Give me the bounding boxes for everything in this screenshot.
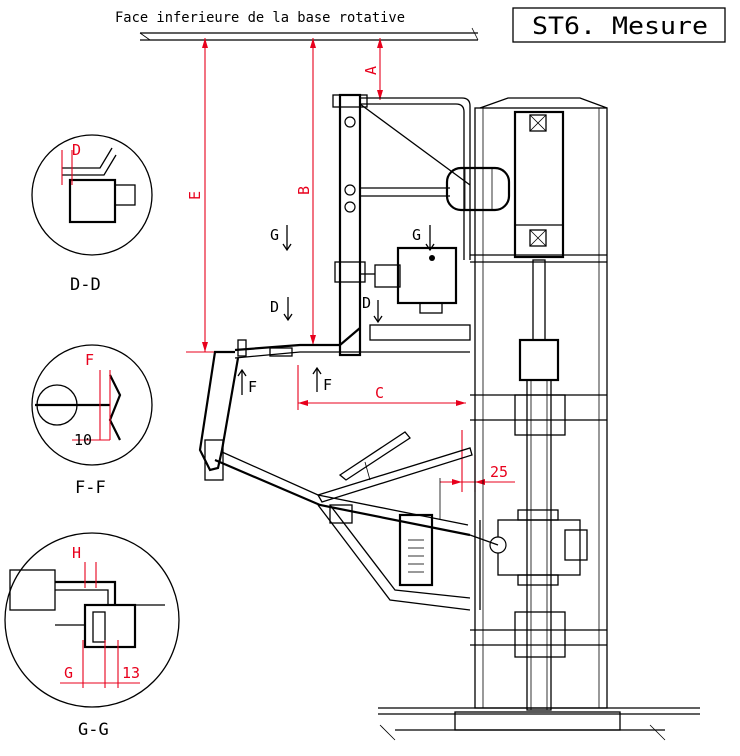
section-mark-F-left bbox=[237, 368, 247, 395]
base-plane-line bbox=[139, 27, 479, 41]
dimension-B bbox=[310, 38, 316, 345]
section-mark-G-left-label: G bbox=[270, 226, 279, 244]
title-box bbox=[512, 7, 726, 43]
detail-GG-dim-H: H bbox=[72, 544, 81, 562]
support-column bbox=[470, 97, 608, 709]
detail-FF bbox=[31, 344, 153, 466]
guard-plate bbox=[317, 431, 473, 520]
dimension-E bbox=[186, 38, 230, 353]
vertical-bracket bbox=[332, 93, 471, 357]
detail-DD bbox=[31, 134, 153, 256]
section-mark-D-left bbox=[283, 297, 293, 322]
cylinder-sensor bbox=[445, 166, 511, 212]
base-label: Face inferieure de la base rotative bbox=[115, 10, 405, 26]
main-shaft bbox=[497, 259, 588, 711]
dimension-A bbox=[377, 38, 383, 100]
measuring-unit bbox=[360, 246, 458, 314]
detail-DD-label: D-D bbox=[70, 275, 101, 295]
detail-GG-label: G-G bbox=[78, 720, 109, 740]
detail-GG bbox=[4, 532, 180, 708]
dimension-B-label: B bbox=[295, 186, 313, 195]
detail-FF-dim: F bbox=[85, 351, 94, 369]
section-mark-D-right bbox=[373, 300, 383, 324]
dimension-C-label: C bbox=[375, 384, 384, 402]
section-mark-G-left bbox=[282, 225, 292, 252]
dimension-25-label: 25 bbox=[490, 463, 508, 481]
section-mark-G-right-label: G bbox=[412, 226, 421, 244]
section-mark-D-left-label: D bbox=[270, 298, 279, 316]
detail-FF-label: F-F bbox=[75, 478, 106, 498]
floor-base bbox=[378, 707, 700, 741]
section-mark-D-right-label: D bbox=[362, 294, 371, 312]
horizontal-arm bbox=[234, 324, 471, 359]
section-mark-F-right bbox=[312, 366, 322, 392]
section-mark-F-right-label: F bbox=[323, 376, 332, 394]
cylinder-lower bbox=[398, 513, 434, 587]
detail-GG-dim-13: 13 bbox=[122, 664, 140, 682]
section-mark-G-right bbox=[425, 225, 435, 252]
detail-GG-dim-G: G bbox=[64, 664, 73, 682]
dimension-C bbox=[297, 365, 466, 410]
dimension-A-label: A bbox=[362, 66, 380, 75]
detail-FF-dim2: 10 bbox=[74, 431, 92, 449]
detail-DD-dim: D bbox=[72, 141, 81, 159]
title: ST6. Mesure bbox=[532, 12, 708, 40]
probe-arm bbox=[198, 350, 507, 611]
motor bbox=[513, 110, 565, 259]
section-mark-F-left-label: F bbox=[248, 378, 257, 396]
dimension-E-label: E bbox=[186, 191, 204, 200]
